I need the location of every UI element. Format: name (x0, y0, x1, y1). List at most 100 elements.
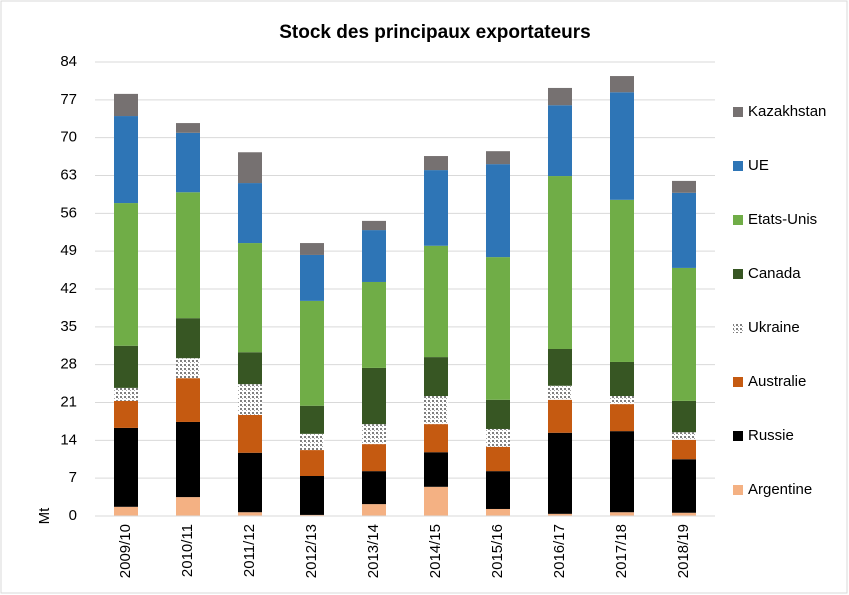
legend-swatch (733, 161, 743, 171)
bar-segment (548, 176, 572, 349)
bar-segment (176, 497, 200, 516)
y-tick-label: 7 (69, 469, 77, 486)
bar-segment (176, 132, 200, 193)
bar-segment (486, 428, 510, 447)
bar-segment (424, 245, 448, 358)
bar-segment (114, 203, 138, 346)
bar-segment (486, 446, 510, 472)
bar-segment (362, 444, 386, 472)
x-tick-label: 2013/14 (365, 524, 382, 578)
legend-swatch (733, 431, 743, 441)
bar-segment (176, 192, 200, 319)
bar-segment (238, 512, 262, 516)
legend-label: Canada (748, 265, 801, 282)
bar-segment (610, 431, 634, 513)
bar-segment (300, 254, 324, 301)
bar-segment (424, 357, 448, 397)
x-tick-label: 2009/10 (117, 524, 134, 578)
bar-segment (362, 220, 386, 231)
legend-label: Kazakhstan (748, 103, 826, 120)
bar-segment (176, 318, 200, 359)
bar-segment (362, 504, 386, 516)
bar-segment (238, 152, 262, 184)
x-tick-label: 2012/13 (303, 524, 320, 578)
bar-segment (424, 156, 448, 171)
bar-segment (362, 367, 386, 425)
bar-segment (610, 199, 634, 362)
bar-segment (548, 105, 572, 177)
y-tick-label: 28 (60, 356, 77, 373)
bar-segment (238, 352, 262, 385)
legend-label: Etats-Unis (748, 211, 817, 228)
bar-segment (548, 348, 572, 386)
bar-segment (114, 400, 138, 428)
bar-segment (300, 300, 324, 406)
x-tick-label: 2016/17 (551, 524, 568, 578)
bar-segment (114, 345, 138, 388)
y-tick-label: 0 (69, 507, 77, 524)
legend-label: Australie (748, 373, 806, 390)
legend-swatch (733, 215, 743, 225)
bar-segment (176, 378, 200, 422)
legend-label: Argentine (748, 481, 812, 498)
x-tick-label: 2014/15 (427, 524, 444, 578)
bar-segment (114, 116, 138, 204)
y-tick-label: 42 (60, 280, 77, 297)
y-tick-label: 84 (60, 53, 77, 70)
bar-segment (114, 93, 138, 117)
bar-segment (300, 405, 324, 434)
bar-segment (238, 414, 262, 453)
bar-segment (362, 230, 386, 282)
legend-swatch (733, 377, 743, 387)
bar-segment (610, 76, 634, 93)
bar-segment (486, 257, 510, 400)
y-tick-label: 56 (60, 204, 77, 221)
bar-segment (362, 471, 386, 505)
y-tick-label: 77 (60, 91, 77, 108)
bar-segment (672, 459, 696, 513)
bar-segment (238, 183, 262, 244)
y-tick-label: 14 (60, 431, 77, 448)
y-tick-label: 21 (60, 393, 77, 410)
bar-segment (610, 396, 634, 405)
bar-segment (424, 452, 448, 487)
bar-segment (300, 450, 324, 477)
legend-swatch (733, 323, 743, 333)
bar-segment (300, 433, 324, 451)
legend-swatch (733, 269, 743, 279)
legend-label: Ukraine (748, 319, 800, 336)
bar-segment (548, 399, 572, 433)
bar-segment (238, 452, 262, 513)
bar-segment (486, 164, 510, 258)
x-tick-label: 2011/12 (241, 524, 258, 577)
bar-segment (362, 281, 386, 368)
bar-segment (548, 513, 572, 516)
y-tick-label: 70 (60, 129, 77, 146)
bar-segment (610, 92, 634, 200)
bar-segment (176, 358, 200, 379)
bar-segment (672, 180, 696, 193)
bar-segment (486, 151, 510, 165)
bar-segment (672, 439, 696, 460)
bar-segment (610, 512, 634, 516)
bar-segment (672, 512, 696, 516)
y-tick-label: 63 (60, 166, 77, 183)
bar-segment (114, 427, 138, 507)
bar-segment (548, 87, 572, 106)
bar-segment (610, 404, 634, 432)
x-tick-label: 2017/18 (613, 524, 630, 578)
y-axis-label: Mt (36, 507, 53, 524)
legend-swatch (733, 485, 743, 495)
bar-segment (300, 476, 324, 515)
bar-segment (548, 385, 572, 400)
y-tick-label: 35 (60, 318, 77, 335)
legend-label: Russie (748, 427, 794, 444)
legend-swatch (733, 107, 743, 117)
bar-segment (672, 192, 696, 268)
x-tick-label: 2018/19 (675, 524, 692, 578)
bar-segment (672, 267, 696, 401)
bar-segment (424, 424, 448, 453)
bar-segment (424, 486, 448, 516)
bar-segment (300, 243, 324, 255)
